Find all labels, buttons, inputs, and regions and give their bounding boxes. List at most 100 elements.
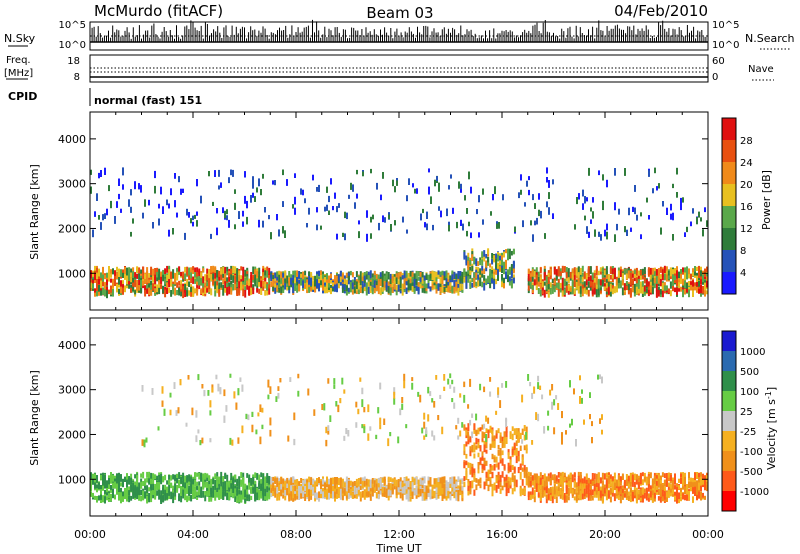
data-cell (210, 233, 212, 239)
data-cell (475, 437, 478, 445)
data-cell (531, 269, 534, 277)
data-cell (586, 226, 588, 234)
data-cell (469, 281, 472, 289)
data-cell (698, 269, 700, 278)
data-cell (505, 474, 508, 481)
data-cell (507, 462, 510, 471)
data-cell (242, 266, 245, 272)
data-cell (535, 477, 538, 484)
data-cell (208, 171, 210, 177)
data-cell (252, 192, 254, 198)
data-cell (491, 471, 494, 479)
data-cell (90, 474, 92, 482)
data-cell (565, 271, 568, 279)
data-cell (294, 270, 297, 278)
data-cell (465, 429, 468, 436)
data-cell (589, 284, 592, 291)
data-cell (563, 280, 566, 287)
data-cell (539, 487, 542, 495)
data-cell (499, 266, 501, 271)
data-cell (208, 487, 211, 496)
data-cell (501, 255, 503, 263)
data-cell (533, 473, 536, 481)
data-cell (469, 481, 472, 487)
data-cell (268, 476, 271, 483)
data-cell (244, 274, 247, 281)
data-cell (320, 275, 322, 281)
data-cell (152, 275, 155, 283)
data-cell (467, 256, 470, 264)
data-cell (108, 478, 110, 485)
data-cell (401, 487, 404, 494)
data-cell (409, 493, 412, 502)
data-cell (457, 476, 460, 482)
data-cell (403, 487, 406, 494)
data-cell (260, 472, 263, 478)
data-cell (172, 474, 175, 480)
data-cell (371, 273, 374, 278)
data-cell (132, 283, 135, 292)
data-cell (304, 493, 307, 501)
data-cell (232, 265, 235, 274)
data-cell (411, 285, 414, 292)
data-cell (180, 495, 183, 503)
data-cell (457, 490, 460, 497)
data-cell (533, 479, 536, 488)
data-cell (702, 274, 704, 283)
data-cell (116, 284, 118, 289)
data-cell (142, 266, 145, 273)
data-cell (694, 266, 696, 272)
data-cell (581, 265, 584, 273)
data-cell (308, 271, 311, 276)
data-cell (702, 286, 704, 294)
data-cell (669, 281, 672, 289)
data-cell (387, 476, 390, 482)
data-cell (406, 229, 408, 234)
data-cell (296, 270, 299, 278)
data-cell (427, 492, 430, 498)
data-cell (399, 492, 402, 499)
data-cell (192, 480, 195, 487)
data-cell (539, 267, 542, 274)
data-cell (597, 287, 600, 296)
data-cell (478, 195, 480, 203)
data-cell (469, 271, 472, 279)
data-cell (385, 488, 388, 495)
data-cell (136, 266, 139, 272)
data-cell (417, 488, 420, 494)
data-cell (629, 272, 632, 280)
data-cell (589, 277, 592, 282)
data-cell (509, 477, 512, 486)
data-cell (609, 283, 612, 292)
data-cell (403, 477, 406, 484)
data-cell (272, 476, 275, 481)
data-cell (206, 481, 209, 489)
data-cell (304, 486, 307, 492)
data-cell (216, 208, 218, 214)
data-cell (186, 290, 189, 297)
data-cell (214, 479, 217, 488)
colorbar-tick-label: 4 (740, 268, 746, 279)
data-cell (353, 286, 356, 294)
data-cell (419, 277, 422, 282)
data-cell (475, 258, 478, 264)
data-cell (158, 472, 161, 478)
data-cell (358, 231, 360, 239)
data-cell (387, 484, 390, 492)
data-cell (226, 209, 228, 215)
data-cell (551, 278, 554, 283)
data-cell (601, 267, 604, 273)
data-cell (216, 285, 219, 294)
data-cell (391, 276, 394, 283)
data-cell (144, 491, 147, 496)
data-cell (330, 178, 332, 185)
data-cell (308, 287, 311, 293)
data-cell (154, 493, 157, 500)
data-cell (578, 193, 580, 200)
data-cell (519, 465, 522, 471)
data-cell (280, 271, 283, 279)
data-cell (473, 423, 476, 430)
data-cell (148, 478, 151, 485)
data-cell (545, 276, 548, 284)
data-cell (170, 279, 173, 287)
